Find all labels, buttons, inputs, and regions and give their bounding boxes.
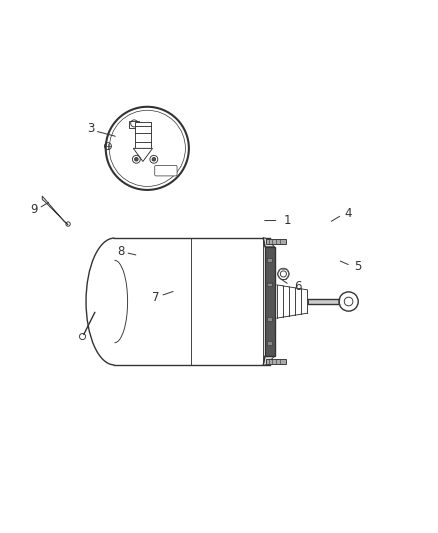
Text: 7: 7 [152, 290, 159, 304]
Bar [307, 299, 338, 304]
Bar [267, 259, 272, 262]
Polygon shape [42, 196, 68, 225]
Polygon shape [133, 148, 152, 161]
Bar [267, 341, 272, 345]
Bar [266, 239, 286, 244]
Bar [267, 341, 272, 344]
Polygon shape [263, 238, 274, 247]
Bar [267, 317, 272, 321]
Text: 8: 8 [117, 245, 124, 257]
Text: 1: 1 [283, 214, 290, 227]
Text: 4: 4 [344, 207, 352, 221]
Text: 6: 6 [294, 280, 301, 293]
Text: 5: 5 [353, 260, 360, 273]
Bar [266, 359, 286, 364]
Bar [135, 122, 150, 148]
Bar [267, 258, 272, 262]
FancyBboxPatch shape [154, 165, 177, 176]
Polygon shape [263, 356, 274, 365]
Bar [129, 121, 139, 128]
Bar [267, 283, 272, 286]
Bar [267, 282, 272, 286]
Text: 3: 3 [87, 122, 94, 135]
Circle shape [152, 158, 155, 161]
Text: 9: 9 [30, 203, 37, 216]
Circle shape [134, 158, 138, 161]
Bar [265, 247, 274, 356]
Bar [267, 317, 272, 320]
